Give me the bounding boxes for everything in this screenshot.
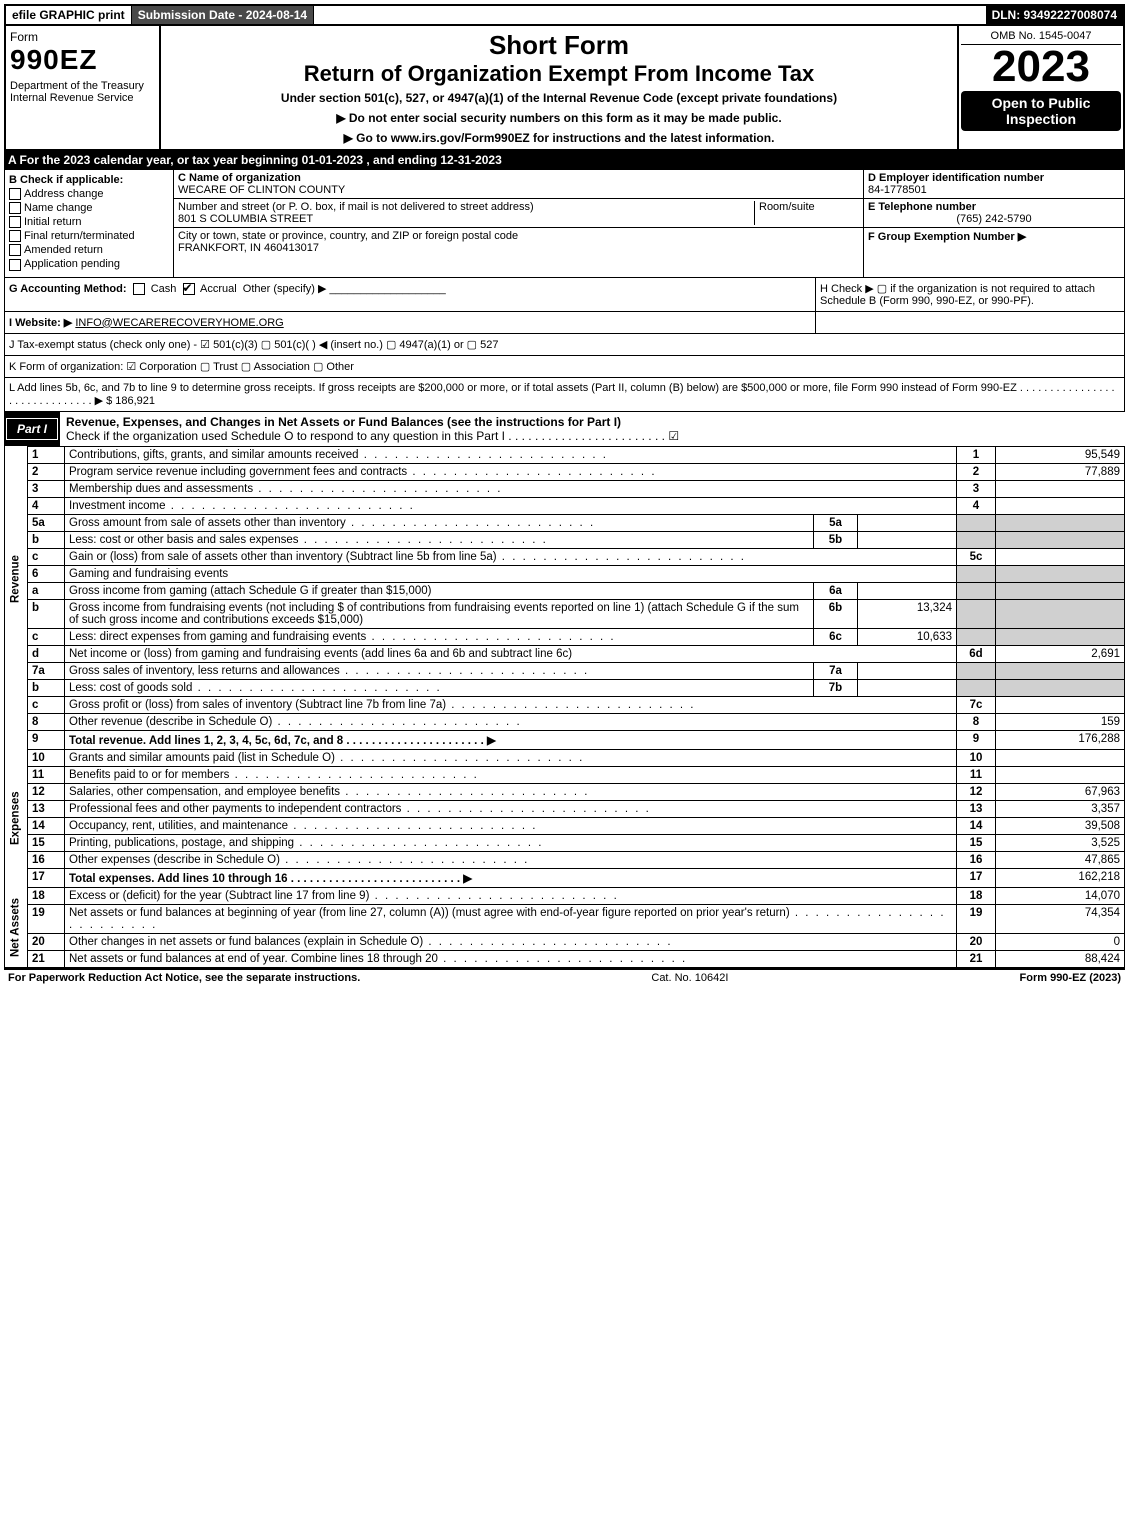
part1-header: Part I Revenue, Expenses, and Changes in… [4, 412, 1125, 446]
under-section: Under section 501(c), 527, or 4947(a)(1)… [167, 91, 951, 105]
website: INFO@WECARERECOVERYHOME.ORG [75, 317, 283, 329]
header-right: OMB No. 1545-0047 2023 Open to Public In… [959, 26, 1123, 149]
section-bcdef: B Check if applicable: Address change Na… [4, 169, 1125, 278]
form-footer: For Paperwork Reduction Act Notice, see … [4, 968, 1125, 986]
l-row: L Add lines 5b, 6c, and 7b to line 9 to … [4, 378, 1125, 412]
ein: 84-1778501 [868, 184, 927, 196]
form-header: Form 990EZ Department of the Treasury In… [4, 26, 1125, 151]
footer-left: For Paperwork Reduction Act Notice, see … [8, 972, 360, 984]
b-title: B Check if applicable: [9, 174, 123, 186]
tax-year: 2023 [961, 45, 1121, 89]
instr-goto: ▶ Go to www.irs.gov/Form990EZ for instru… [167, 131, 951, 145]
expenses-side: Expenses [5, 749, 28, 887]
e-lab: E Telephone number [868, 201, 976, 213]
chk-initial[interactable]: Initial return [9, 216, 169, 228]
k-row: K Form of organization: ☑ Corporation ▢ … [4, 356, 1125, 378]
d-lab: D Employer identification number [868, 172, 1044, 184]
section-a: A For the 2023 calendar year, or tax yea… [4, 151, 1125, 169]
dln-label: DLN: 93492227008074 [986, 6, 1123, 24]
room-suite-lab: Room/suite [754, 201, 859, 225]
h-row: H Check ▶ ▢ if the organization is not r… [815, 278, 1124, 311]
chk-amended[interactable]: Amended return [9, 244, 169, 256]
part1-tab: Part I [6, 418, 58, 440]
part1-table: Revenue 1 Contributions, gifts, grants, … [4, 446, 1125, 968]
org-street: 801 S COLUMBIA STREET [178, 213, 313, 225]
part1-title: Revenue, Expenses, and Changes in Net As… [60, 412, 1125, 446]
chk-address[interactable]: Address change [9, 188, 169, 200]
netassets-side: Net Assets [5, 887, 28, 967]
col-def: D Employer identification number 84-1778… [863, 170, 1124, 277]
org-name: WECARE OF CLINTON COUNTY [178, 184, 345, 196]
efile-label: efile GRAPHIC print [6, 6, 132, 24]
header-middle: Short Form Return of Organization Exempt… [161, 26, 959, 149]
i-row: I Website: ▶ INFO@WECARERECOVERYHOME.ORG [5, 312, 815, 333]
line1-text: Contributions, gifts, grants, and simila… [65, 446, 957, 463]
short-form-title: Short Form [167, 30, 951, 61]
dept-text: Department of the Treasury Internal Reve… [10, 80, 155, 104]
c-name-lab: C Name of organization [178, 172, 301, 184]
section-ghij: G Accounting Method: Cash Accrual Other … [4, 278, 1125, 356]
chk-name[interactable]: Name change [9, 202, 169, 214]
col-b: B Check if applicable: Address change Na… [5, 170, 174, 277]
open-public: Open to Public Inspection [961, 91, 1121, 131]
org-city: FRANKFORT, IN 460413017 [178, 242, 319, 254]
col-c: C Name of organization WECARE OF CLINTON… [174, 170, 863, 277]
instr-ssn: ▶ Do not enter social security numbers o… [167, 111, 951, 125]
f-lab: F Group Exemption Number ▶ [868, 231, 1026, 243]
submission-date: Submission Date - 2024-08-14 [132, 6, 314, 24]
header-left: Form 990EZ Department of the Treasury In… [6, 26, 161, 149]
c-city-lab: City or town, state or province, country… [178, 230, 518, 242]
j-row: J Tax-exempt status (check only one) - ☑… [5, 334, 1124, 355]
chk-final[interactable]: Final return/terminated [9, 230, 169, 242]
line1-amt: 95,549 [996, 446, 1125, 463]
g-row: G Accounting Method: Cash Accrual Other … [5, 278, 815, 311]
footer-formref: Form 990-EZ (2023) [1020, 972, 1121, 984]
revenue-side: Revenue [5, 446, 28, 713]
footer-catno: Cat. No. 10642I [360, 972, 1019, 984]
form-number: 990EZ [10, 44, 155, 76]
form-word: Form [10, 30, 155, 44]
top-bar: efile GRAPHIC print Submission Date - 20… [4, 4, 1125, 26]
phone: (765) 242-5790 [868, 213, 1120, 225]
return-title: Return of Organization Exempt From Incom… [167, 61, 951, 87]
chk-pending[interactable]: Application pending [9, 258, 169, 270]
c-street-lab: Number and street (or P. O. box, if mail… [178, 201, 534, 213]
